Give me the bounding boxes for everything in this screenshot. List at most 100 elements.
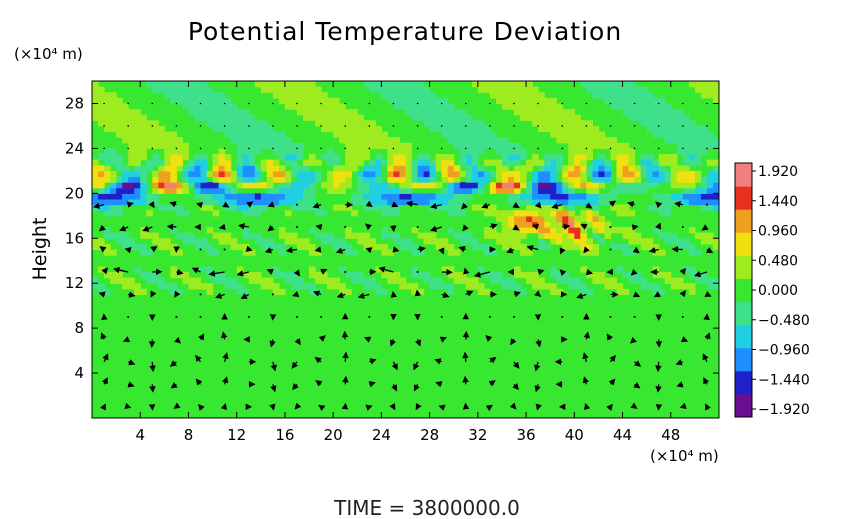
field-cell [676, 243, 684, 251]
field-cell [429, 198, 437, 206]
field-cell [140, 131, 147, 138]
field-cell [369, 165, 376, 172]
wind-vector [559, 269, 567, 277]
field-cell [574, 193, 581, 200]
field-cell [260, 165, 268, 172]
wind-vector [485, 404, 493, 412]
wind-vector [609, 102, 612, 105]
field-cell [532, 176, 539, 183]
field-cell [616, 266, 624, 273]
time-label: TIME = 3800000.0 [333, 496, 520, 519]
field-cell [357, 238, 364, 245]
wind-vector [320, 102, 322, 105]
field-cell [586, 243, 593, 251]
field-cell [604, 277, 612, 284]
field-cell [140, 137, 147, 144]
wind-vector [681, 315, 684, 318]
field-cell [447, 288, 455, 296]
field-cell [116, 114, 123, 121]
field-cell [628, 210, 636, 217]
field-cell [538, 187, 545, 194]
field-cell [459, 170, 467, 178]
field-cell [266, 137, 274, 144]
field-cell [592, 165, 600, 172]
wind-vector [657, 125, 660, 127]
field-cell [212, 210, 220, 217]
field-cell [682, 131, 690, 138]
field-cell [260, 142, 268, 149]
field-cell [417, 170, 425, 178]
field-cell [556, 221, 563, 228]
field-cell [700, 277, 708, 284]
field-cell [254, 148, 262, 155]
field-cell [622, 81, 630, 88]
field-cell [134, 187, 141, 194]
field-cell [538, 182, 545, 189]
field-cell [158, 182, 165, 189]
field-cell [610, 277, 618, 284]
field-cell [345, 165, 352, 172]
field-cell [303, 109, 310, 116]
field-cell [447, 165, 455, 172]
field-cell [327, 187, 334, 194]
field-cell [303, 238, 310, 245]
field-cell [694, 193, 702, 200]
wind-vector [98, 224, 106, 232]
field-cell [568, 109, 575, 116]
field-cell [266, 193, 274, 200]
wind-vector [222, 376, 229, 385]
field-cell [495, 92, 503, 99]
field-cell [411, 193, 419, 200]
field-cell [562, 137, 569, 144]
field-cell [134, 154, 141, 161]
field-cell [604, 159, 612, 166]
plot-area [91, 80, 720, 419]
field-cell [483, 131, 491, 138]
field-cell [538, 215, 545, 223]
field-cell [260, 86, 268, 93]
field-cell [405, 103, 413, 110]
field-cell [393, 92, 401, 99]
field-cell [574, 120, 581, 127]
field-cell [483, 232, 491, 239]
field-cell [688, 266, 696, 273]
field-cell [459, 193, 467, 200]
wind-vector [344, 102, 347, 105]
field-cell [170, 148, 178, 155]
colorbar-tick-label: −0.480 [758, 313, 810, 329]
field-cell [176, 92, 184, 99]
field-cell [363, 277, 370, 284]
field-cell [164, 159, 171, 166]
field-cell [224, 232, 232, 239]
field-cell [453, 271, 461, 279]
field-cell [562, 120, 569, 127]
field-cell [176, 137, 184, 144]
field-cell [278, 232, 286, 239]
field-cell [556, 187, 563, 194]
field-cell [104, 288, 111, 296]
field-cell [375, 86, 382, 93]
field-cell [405, 170, 413, 178]
field-cell [134, 148, 141, 155]
field-cell [598, 154, 606, 161]
field-cell [236, 193, 244, 200]
field-cell [514, 266, 521, 273]
field-cell [327, 232, 334, 239]
field-cell [236, 148, 244, 155]
field-cell [429, 238, 437, 245]
field-cell [501, 243, 509, 251]
field-cell [658, 109, 666, 116]
field-cell [393, 176, 401, 183]
field-cell [333, 243, 340, 251]
field-cell [652, 182, 660, 189]
field-cell [706, 238, 714, 245]
colorbar-swatch [735, 324, 752, 349]
field-cell [296, 176, 304, 183]
field-cell [303, 97, 310, 105]
field-cell [290, 283, 298, 290]
field-cell [321, 210, 328, 217]
field-cell [538, 277, 545, 284]
field-cell [501, 238, 509, 245]
field-cell [417, 176, 425, 183]
field-cell [248, 204, 256, 211]
